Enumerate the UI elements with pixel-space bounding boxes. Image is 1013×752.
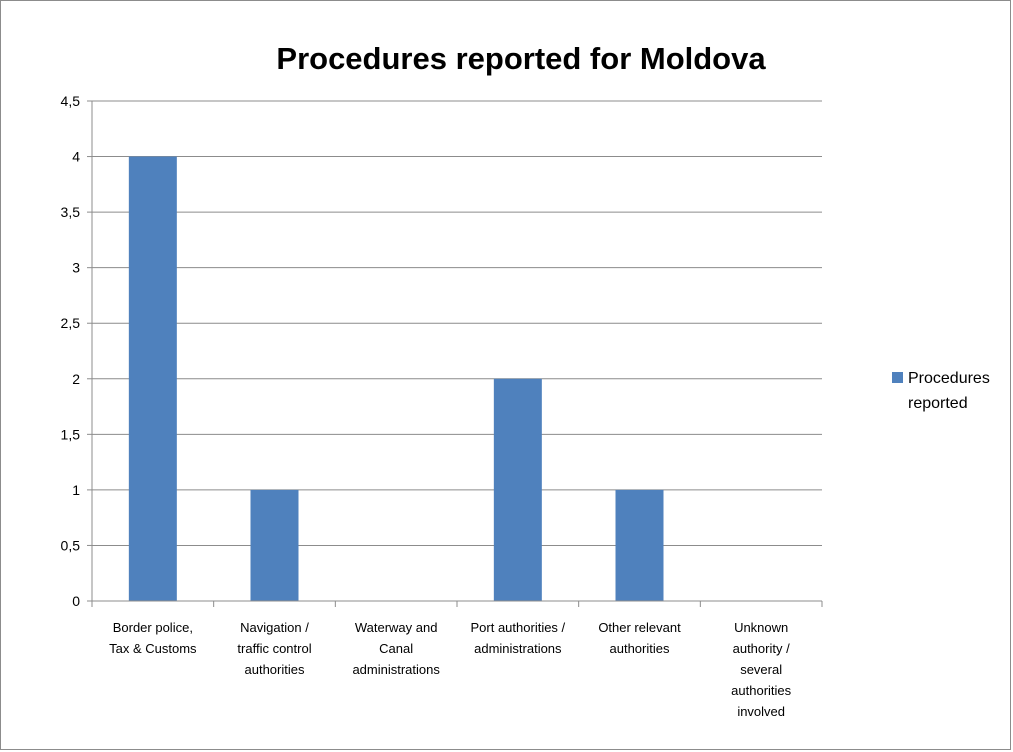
axes bbox=[87, 100, 823, 607]
y-tick-label: 4 bbox=[72, 149, 80, 165]
y-tick-label: 2 bbox=[72, 371, 80, 387]
legend-swatch bbox=[892, 372, 903, 383]
bar bbox=[615, 489, 664, 601]
x-category-label: Other relevant authorities bbox=[598, 620, 681, 656]
y-tick-label: 3,5 bbox=[61, 204, 81, 220]
y-tick-label: 1 bbox=[72, 482, 80, 498]
y-tick-label: 2,5 bbox=[61, 315, 81, 331]
bar bbox=[493, 378, 542, 601]
y-tick-label: 0,5 bbox=[61, 537, 81, 553]
gridlines bbox=[92, 100, 822, 546]
bars bbox=[128, 156, 664, 602]
chart-title: Procedures reported for Moldova bbox=[276, 41, 766, 76]
y-tick-label: 4,5 bbox=[61, 93, 81, 109]
bar bbox=[128, 156, 177, 602]
x-category-label: Border police, Tax & Customs bbox=[109, 620, 197, 656]
y-tick-labels: 0 0,5 1 1,5 2 2,5 3 3,5 4 4,5 bbox=[61, 93, 81, 609]
x-category-label: Unknown authority / several authorities invo… bbox=[731, 620, 791, 719]
x-category-label: Waterway and Canal administrations bbox=[352, 620, 440, 677]
y-tick-label: 0 bbox=[72, 593, 80, 609]
bar bbox=[250, 489, 299, 601]
legend: Procedures reported bbox=[892, 370, 990, 412]
y-tick-label: 1,5 bbox=[61, 426, 81, 442]
x-category-labels: Border police, Tax & Customs Navigation / t… bbox=[109, 620, 792, 719]
y-tick-label: 3 bbox=[72, 260, 80, 276]
legend-label: Procedures reported bbox=[908, 370, 990, 412]
x-category-label: Port authorities / administrations bbox=[471, 620, 566, 656]
x-category-label: Navigation / traffic control authorities bbox=[237, 620, 311, 677]
